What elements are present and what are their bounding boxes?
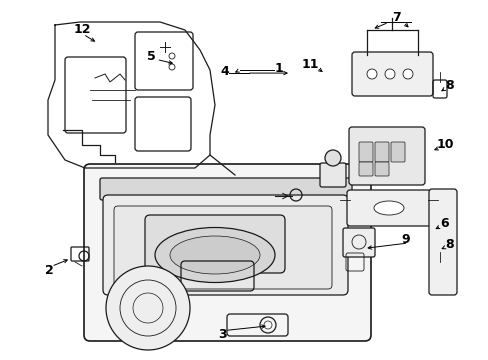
FancyBboxPatch shape — [114, 206, 331, 289]
Text: 7: 7 — [391, 11, 400, 24]
FancyBboxPatch shape — [100, 178, 351, 200]
FancyBboxPatch shape — [390, 142, 404, 162]
FancyBboxPatch shape — [428, 189, 456, 295]
FancyBboxPatch shape — [319, 163, 346, 187]
Text: 11: 11 — [301, 58, 319, 71]
Text: 3: 3 — [218, 328, 226, 341]
FancyBboxPatch shape — [346, 190, 430, 226]
Text: 2: 2 — [44, 264, 53, 277]
FancyBboxPatch shape — [351, 52, 432, 96]
Text: 5: 5 — [147, 50, 156, 63]
Text: 8: 8 — [445, 79, 453, 92]
Text: 10: 10 — [435, 138, 453, 150]
Text: 4: 4 — [220, 65, 229, 78]
Circle shape — [366, 69, 376, 79]
FancyBboxPatch shape — [358, 162, 372, 176]
FancyBboxPatch shape — [103, 195, 347, 295]
Text: 12: 12 — [73, 23, 91, 36]
Circle shape — [106, 266, 190, 350]
Circle shape — [384, 69, 394, 79]
FancyBboxPatch shape — [342, 228, 374, 257]
FancyBboxPatch shape — [374, 142, 388, 162]
FancyBboxPatch shape — [84, 164, 370, 341]
FancyBboxPatch shape — [348, 127, 424, 185]
Ellipse shape — [155, 228, 274, 283]
FancyBboxPatch shape — [358, 142, 372, 162]
Ellipse shape — [170, 236, 260, 274]
FancyBboxPatch shape — [374, 162, 388, 176]
Ellipse shape — [373, 201, 403, 215]
Circle shape — [402, 69, 412, 79]
Circle shape — [325, 150, 340, 166]
Text: 6: 6 — [440, 217, 448, 230]
Text: 1: 1 — [274, 62, 283, 75]
FancyBboxPatch shape — [145, 215, 285, 273]
Text: 9: 9 — [401, 233, 409, 246]
Text: 8: 8 — [445, 238, 453, 251]
